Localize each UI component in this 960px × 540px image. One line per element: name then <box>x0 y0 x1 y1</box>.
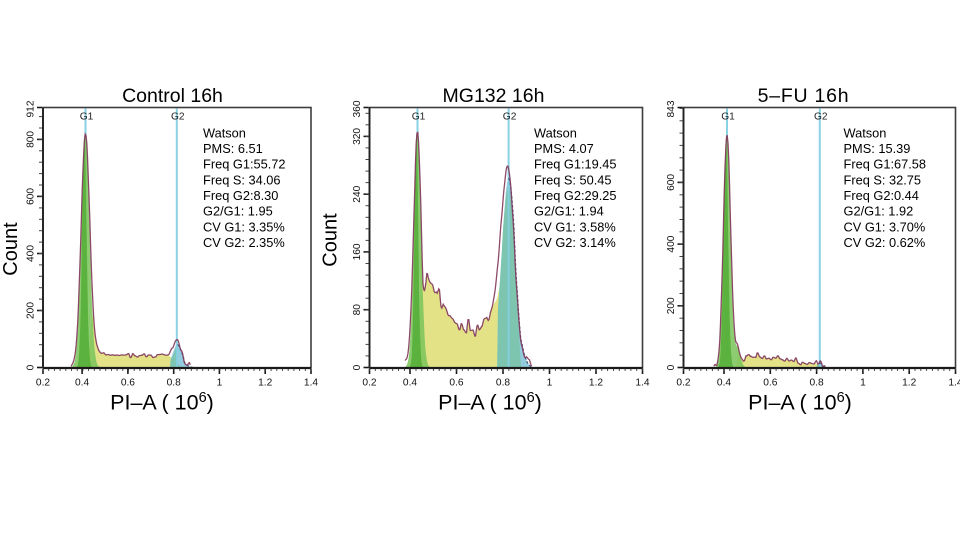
svg-text:G2/G1: 1.92: G2/G1: 1.92 <box>844 204 914 219</box>
svg-text:0.8: 0.8 <box>810 377 824 388</box>
svg-text:1.2: 1.2 <box>258 377 272 388</box>
svg-text:Freq S: 34.06: Freq S: 34.06 <box>203 172 281 187</box>
svg-text:Freq S: 32.75: Freq S: 32.75 <box>844 172 922 187</box>
svg-text:1: 1 <box>547 377 553 388</box>
svg-text:0.4: 0.4 <box>403 377 417 388</box>
svg-text:1.4: 1.4 <box>948 377 960 388</box>
svg-text:Count: Count <box>320 213 342 267</box>
svg-text:Freq G1:67.58: Freq G1:67.58 <box>844 157 927 172</box>
svg-text:MG132 16h: MG132 16h <box>443 85 545 107</box>
svg-text:240: 240 <box>352 185 363 202</box>
svg-text:600: 600 <box>26 188 37 205</box>
svg-text:G2/G1: 1.95: G2/G1: 1.95 <box>203 204 273 219</box>
svg-text:600: 600 <box>666 174 677 191</box>
svg-text:CV G2: 2.35%: CV G2: 2.35% <box>203 235 285 250</box>
svg-text:5–FU 16h: 5–FU 16h <box>758 85 850 107</box>
svg-text:1.2: 1.2 <box>589 377 603 388</box>
svg-text:Count: Count <box>0 222 22 276</box>
svg-text:0: 0 <box>666 364 677 370</box>
svg-text:Watson: Watson <box>203 125 246 140</box>
svg-text:CV G1: 3.70%: CV G1: 3.70% <box>844 219 926 234</box>
svg-text:PMS: 15.39: PMS: 15.39 <box>844 141 911 156</box>
svg-text:160: 160 <box>352 243 363 260</box>
svg-text:0.6: 0.6 <box>121 377 135 388</box>
svg-text:1.2: 1.2 <box>902 377 916 388</box>
svg-text:Control 16h: Control 16h <box>122 85 223 107</box>
svg-text:CV G2: 0.62%: CV G2: 0.62% <box>844 235 926 250</box>
svg-text:0.2: 0.2 <box>36 377 50 388</box>
svg-text:200: 200 <box>666 297 677 314</box>
svg-text:PI–A ( 106): PI–A ( 106) <box>110 390 214 415</box>
svg-text:Freq G2:0.44: Freq G2:0.44 <box>844 188 919 203</box>
svg-text:1.4: 1.4 <box>304 377 318 388</box>
svg-text:0.2: 0.2 <box>362 377 376 388</box>
svg-text:843: 843 <box>666 100 677 117</box>
svg-text:PMS: 6.51: PMS: 6.51 <box>203 141 263 156</box>
svg-text:G2: G2 <box>814 112 828 123</box>
svg-text:G1: G1 <box>80 112 94 123</box>
svg-text:0.8: 0.8 <box>496 377 510 388</box>
svg-text:Freq G2:8.30: Freq G2:8.30 <box>203 188 278 203</box>
svg-text:PMS: 4.07: PMS: 4.07 <box>534 141 594 156</box>
svg-text:Watson: Watson <box>844 125 887 140</box>
svg-text:0.2: 0.2 <box>676 377 690 388</box>
svg-text:Freq S: 50.45: Freq S: 50.45 <box>534 172 612 187</box>
svg-text:0.6: 0.6 <box>763 377 777 388</box>
svg-text:200: 200 <box>26 302 37 319</box>
svg-text:G2/G1: 1.94: G2/G1: 1.94 <box>534 204 604 219</box>
svg-text:G1: G1 <box>721 112 735 123</box>
svg-text:360: 360 <box>352 100 363 117</box>
svg-text:PI–A ( 106): PI–A ( 106) <box>438 390 542 415</box>
svg-text:0.4: 0.4 <box>717 377 731 388</box>
svg-text:1: 1 <box>860 377 866 388</box>
svg-text:80: 80 <box>352 304 363 316</box>
svg-text:G2: G2 <box>171 112 185 123</box>
svg-text:G2: G2 <box>503 112 517 123</box>
svg-text:0.4: 0.4 <box>75 377 89 388</box>
svg-text:912: 912 <box>26 100 37 117</box>
svg-text:1: 1 <box>217 377 223 388</box>
svg-text:Freq G2:29.25: Freq G2:29.25 <box>534 188 617 203</box>
svg-text:400: 400 <box>666 235 677 252</box>
svg-text:CV G1: 3.58%: CV G1: 3.58% <box>534 219 616 234</box>
svg-text:1.4: 1.4 <box>635 377 649 388</box>
svg-text:Freq G1:19.45: Freq G1:19.45 <box>534 157 617 172</box>
svg-text:0.6: 0.6 <box>449 377 463 388</box>
svg-text:320: 320 <box>352 128 363 145</box>
svg-text:800: 800 <box>26 131 37 148</box>
svg-text:400: 400 <box>26 245 37 262</box>
svg-text:G1: G1 <box>412 112 426 123</box>
svg-text:CV G1: 3.35%: CV G1: 3.35% <box>203 219 285 234</box>
svg-text:0.8: 0.8 <box>167 377 181 388</box>
svg-text:0: 0 <box>26 364 37 370</box>
svg-text:Watson: Watson <box>534 125 577 140</box>
svg-text:Freq G1:55.72: Freq G1:55.72 <box>203 157 286 172</box>
svg-text:CV G2: 3.14%: CV G2: 3.14% <box>534 235 616 250</box>
svg-text:0: 0 <box>352 364 363 370</box>
svg-text:PI–A ( 106): PI–A ( 106) <box>748 390 852 415</box>
